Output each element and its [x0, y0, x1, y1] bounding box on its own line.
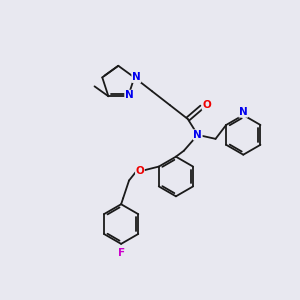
Text: F: F	[118, 248, 125, 258]
Text: O: O	[136, 166, 144, 176]
Text: N: N	[239, 107, 248, 117]
Text: N: N	[132, 72, 141, 82]
Text: O: O	[202, 100, 211, 110]
Text: N: N	[125, 90, 134, 100]
Text: N: N	[193, 130, 202, 140]
